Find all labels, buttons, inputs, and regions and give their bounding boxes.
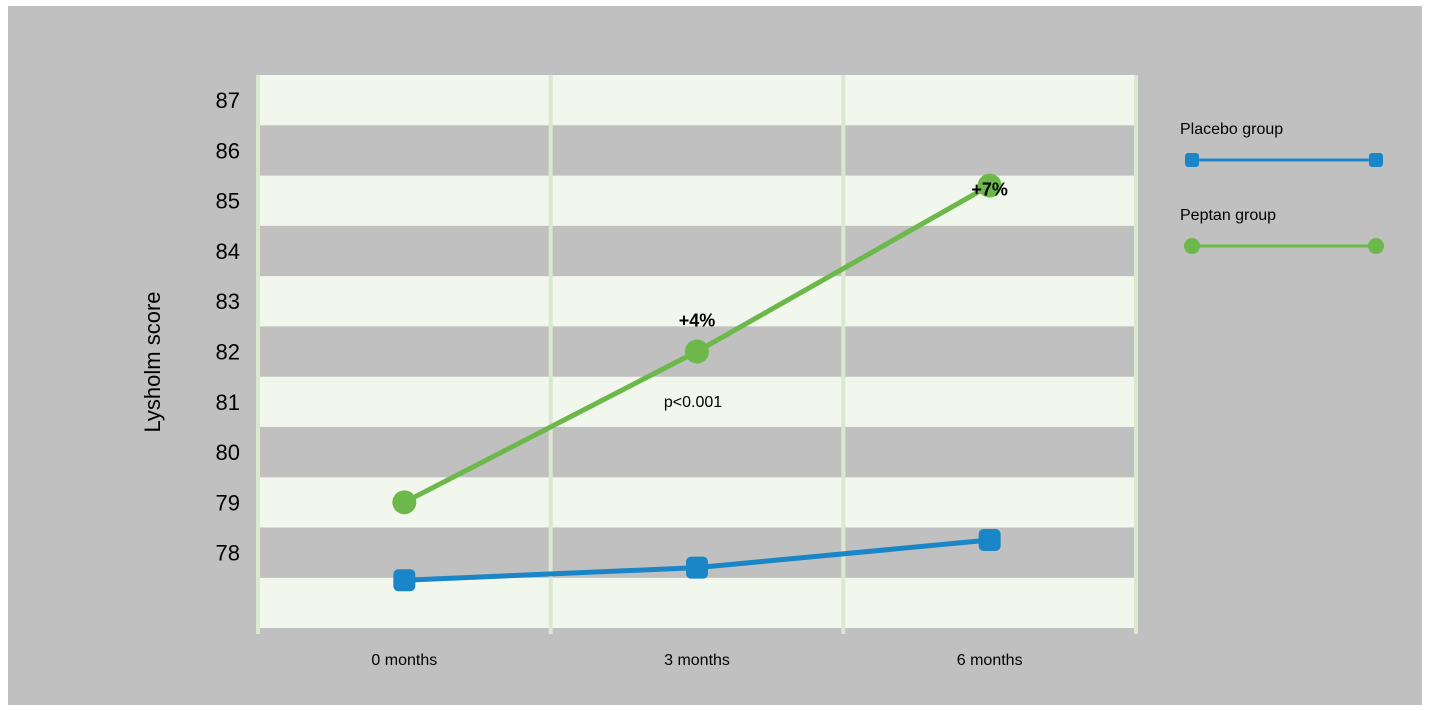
legend-label: Peptan group [1180,207,1276,224]
y-tick-label: 79 [216,490,240,515]
annotations: +4% +7% p<0.001 [664,180,1008,411]
plot-band [258,376,1136,427]
data-point [392,490,417,515]
x-tick-label: 0 months [371,652,437,669]
series-group [392,173,1002,592]
plot-band [258,577,1136,628]
plot-band [258,426,1136,478]
legend-label: Placebo group [1180,121,1283,138]
legend-marker [1184,238,1200,254]
y-tick-label: 80 [216,440,240,465]
y-tick-label: 86 [216,138,240,163]
y-tick-label: 81 [216,390,240,415]
y-tick-label: 87 [216,88,240,113]
legend-marker [1369,153,1383,167]
annotation-label: +7% [971,180,1008,200]
data-point [393,569,416,592]
plot-band [258,225,1136,277]
plot-band [258,477,1136,528]
chart-frame: 78 79 80 81 82 83 84 85 86 87 0 months 3 months 6 m… [8,6,1422,705]
legend: Placebo group Peptan group [1180,121,1384,254]
annotation-label: p<0.001 [664,394,722,411]
y-tick-label: 82 [216,340,240,365]
line-chart: 78 79 80 81 82 83 84 85 86 87 0 months 3 months 6 m… [140,75,1384,669]
y-tick-labels: 78 79 80 81 82 83 84 85 86 87 [216,88,240,565]
x-tick-label: 3 months [664,652,730,669]
y-tick-label: 78 [216,541,240,566]
data-point [686,556,708,579]
y-tick-label: 84 [216,239,240,264]
category-gridlines [256,75,1138,634]
plot-band [258,125,1136,176]
data-point [977,173,1002,198]
x-tick-labels: 0 months 3 months 6 months [371,652,1022,669]
data-point [685,339,709,364]
y-axis-label: Lysholm score [140,291,165,432]
data-point [978,529,1001,552]
y-tick-label: 83 [216,289,240,314]
plot-band [258,276,1136,327]
legend-marker [1368,238,1384,254]
x-tick-label: 6 months [957,652,1023,669]
plot-band [258,75,1136,126]
y-tick-label: 85 [216,189,240,214]
legend-marker [1185,153,1199,167]
annotation-label: +4% [679,310,716,330]
